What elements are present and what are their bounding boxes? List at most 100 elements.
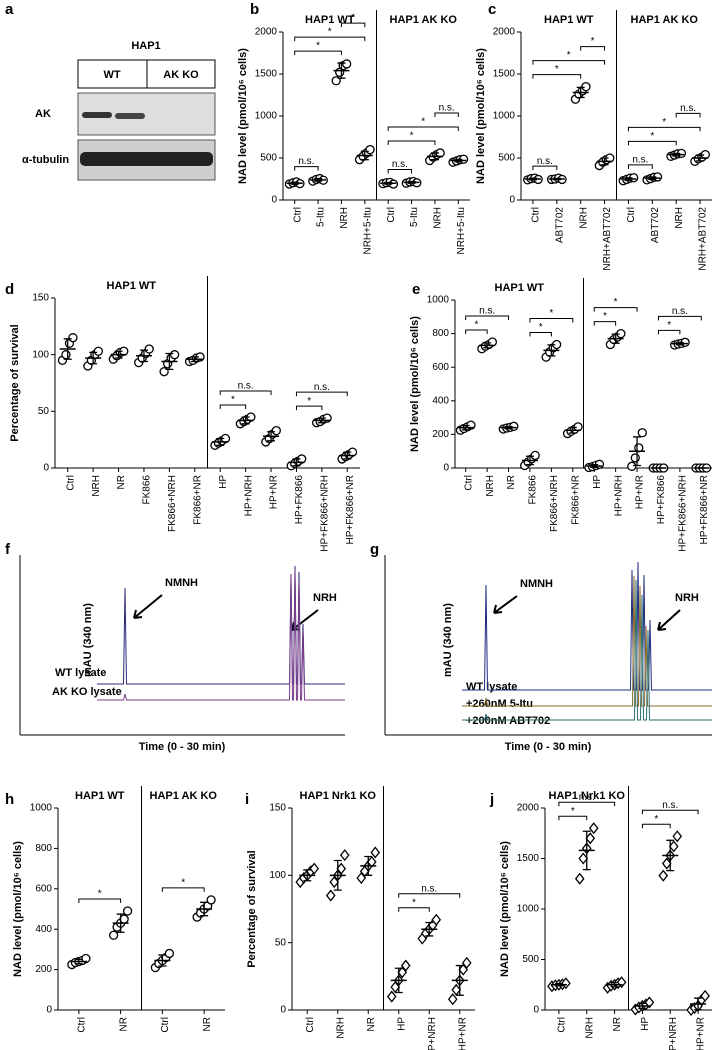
x-tick-label: Ctrl xyxy=(160,1017,171,1033)
x-tick-label: HP+NR xyxy=(635,475,646,509)
error-bar xyxy=(63,338,72,360)
error-bar xyxy=(360,150,369,161)
significance-label: n.s. xyxy=(632,155,648,166)
data-point xyxy=(342,59,352,69)
error-bar xyxy=(568,426,577,434)
y-axis-label: mAU (340 nm) xyxy=(442,603,454,677)
error-bar xyxy=(675,341,684,346)
significance-label: * xyxy=(421,117,425,128)
error-bar xyxy=(576,86,585,99)
significance-bracket xyxy=(398,893,461,898)
panel-label: i xyxy=(245,791,249,808)
data-point xyxy=(585,832,596,845)
data-point xyxy=(397,966,408,979)
y-tick-label: 150 xyxy=(269,803,286,814)
y-tick-label: 0 xyxy=(509,195,515,206)
y-tick-label: 0 xyxy=(271,195,277,206)
significance-label: * xyxy=(316,41,320,52)
significance-label: * xyxy=(662,117,666,128)
significance-bracket xyxy=(398,907,430,912)
x-tick-label: FK866+NRH xyxy=(167,475,178,532)
x-tick-label: HP+NRH xyxy=(668,1017,679,1050)
error-bar xyxy=(317,417,326,424)
y-tick-label: 1500 xyxy=(493,69,516,80)
arrow xyxy=(657,609,681,631)
data-point xyxy=(530,450,540,461)
x-tick-label: NR xyxy=(612,1017,623,1031)
panel-label: h xyxy=(5,791,14,808)
blot-band xyxy=(115,113,145,119)
y-axis-label: NAD level (pmol/10⁶ cells) xyxy=(237,48,249,184)
error-bar xyxy=(165,352,174,371)
x-tick-label: FK866+NR xyxy=(192,475,203,525)
x-tick-label: NRH xyxy=(91,475,102,497)
trace-label: AK KO lysate xyxy=(52,686,122,698)
error-bar xyxy=(611,333,620,344)
panel-label: c xyxy=(488,1,496,18)
x-tick-label: NRH xyxy=(584,1017,595,1039)
lane-label: WT xyxy=(103,69,120,81)
row-label: AK xyxy=(35,108,51,120)
significance-bracket xyxy=(675,112,701,118)
x-tick-label: NR xyxy=(116,475,127,489)
error-bar xyxy=(89,351,98,365)
data-point xyxy=(325,889,336,902)
error-bar xyxy=(407,180,416,184)
significance-bracket xyxy=(387,169,413,174)
x-tick-label: NR xyxy=(366,1017,377,1031)
data-point xyxy=(329,876,340,889)
significance-bracket xyxy=(657,315,702,321)
error-bar xyxy=(116,913,125,933)
data-point xyxy=(630,453,640,463)
y-tick-label: 2000 xyxy=(493,27,516,38)
y-tick-label: 2000 xyxy=(255,27,278,38)
error-bar xyxy=(267,431,276,442)
annotation: NMNH xyxy=(520,578,553,590)
y-tick-label: 0 xyxy=(46,1005,52,1016)
error-bar xyxy=(216,437,225,446)
significance-label: n.s. xyxy=(579,792,595,803)
significance-label: * xyxy=(614,297,618,308)
data-point xyxy=(661,857,672,870)
chromatogram-trace xyxy=(97,565,345,685)
panel-label: j xyxy=(489,791,494,808)
significance-bracket xyxy=(465,315,510,320)
significance-label: * xyxy=(654,814,658,825)
data-point xyxy=(169,350,180,360)
x-tick-label: Ctrl xyxy=(65,475,76,491)
x-tick-label: ABT702 xyxy=(650,207,661,244)
data-point xyxy=(644,996,655,1009)
x-tick-label: NR xyxy=(506,475,517,489)
data-point xyxy=(370,846,381,859)
y-tick-label: 100 xyxy=(32,349,49,360)
error-bar xyxy=(425,921,434,937)
significance-label: * xyxy=(667,320,671,331)
x-tick-label: HP xyxy=(640,1017,651,1031)
data-point xyxy=(574,872,585,885)
error-bar xyxy=(303,869,312,882)
data-point xyxy=(588,822,599,835)
y-tick-label: 1000 xyxy=(517,904,540,915)
blot-strip xyxy=(77,92,216,136)
data-point xyxy=(458,963,469,976)
data-point xyxy=(144,344,154,354)
error-bar xyxy=(394,967,403,994)
y-axis-label: mAU (340 nm) xyxy=(82,603,94,677)
error-bar xyxy=(547,344,556,357)
y-tick-label: 600 xyxy=(35,883,52,894)
data-point xyxy=(366,855,377,868)
panel-label: f xyxy=(5,541,11,558)
error-bar xyxy=(200,901,209,917)
y-tick-label: 0 xyxy=(280,1005,286,1016)
arrow xyxy=(493,595,518,614)
data-point xyxy=(68,333,78,343)
x-tick-label: HP+NR xyxy=(457,1017,468,1050)
y-tick-label: 1000 xyxy=(30,803,53,814)
significance-bracket xyxy=(627,140,677,146)
group-title: HAP1 WT xyxy=(544,14,594,26)
x-tick-label: Ctrl xyxy=(557,1017,568,1033)
group-title: HAP1 AK KO xyxy=(150,790,218,802)
significance-label: n.s. xyxy=(672,306,688,317)
significance-bracket xyxy=(295,405,323,411)
